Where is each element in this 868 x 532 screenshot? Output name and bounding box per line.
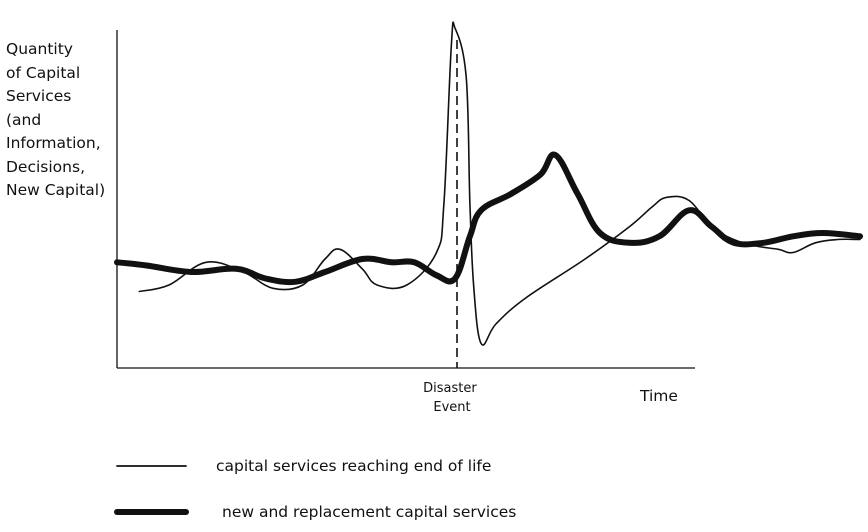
series-line-end-of-life: [138, 21, 861, 346]
series-line-new-replacement: [114, 151, 863, 286]
legend-label-new-replacement: new and replacement capital services: [222, 503, 516, 521]
legend-label-end-of-life: capital services reaching end of life: [216, 457, 491, 475]
x-axis-label: Time: [639, 387, 678, 405]
disaster-event-label: Disaster Event: [423, 381, 481, 415]
legend: capital services reaching end of life new…: [114, 457, 516, 521]
series-layer: [114, 21, 863, 346]
y-axis-label: Quantity of Capital Services (and Inform…: [6, 40, 106, 199]
